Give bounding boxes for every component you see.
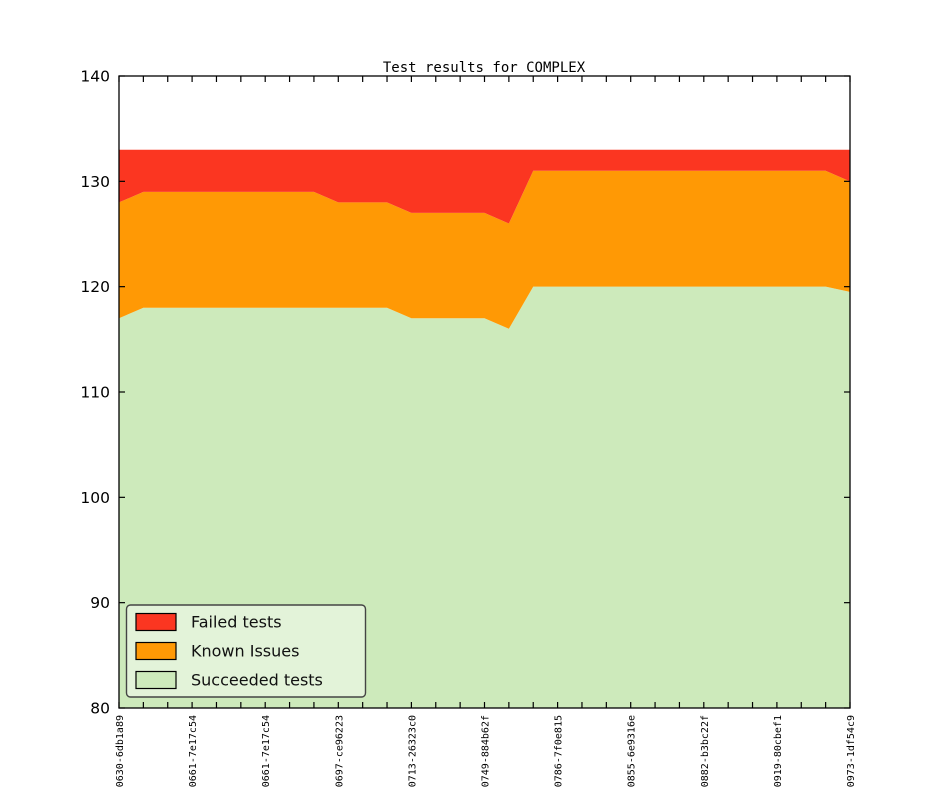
x-tick-label: -0973-1df54c9 (846, 715, 857, 787)
y-tick-label: 80 (90, 700, 110, 718)
x-tick-label: 0697-ce96223 (334, 715, 345, 787)
area-failed-tests (119, 149, 850, 224)
y-tick-label: 120 (80, 278, 110, 296)
legend: Failed tests Known Issues Succeeded tests (125, 604, 367, 698)
x-tick-label: -0882-b3bc22f (700, 715, 711, 787)
x-tick-label: 0786-7f0e815 (554, 715, 565, 787)
y-tick-label: 130 (80, 173, 110, 191)
x-tick-labels: 0630-6db1a89 0661-7e17c54 0661-7e17c54 0697… (115, 715, 857, 787)
y-tick-label: 100 (80, 489, 110, 507)
plot-border (118, 75, 851, 709)
x-tick-label: 0713-26323c0 (407, 715, 418, 787)
legend-swatch (135, 670, 177, 690)
x-tick-label: -0919-80cbef1 (773, 715, 784, 787)
legend-swatch (135, 612, 177, 632)
x-tick-label: 0661-7e17c54 (261, 715, 272, 787)
legend-entry-label: Failed tests (191, 613, 282, 632)
area-known-issues (119, 170, 850, 329)
y-tick-label: 110 (80, 384, 110, 402)
chart-title: Test results for COMPLEX (383, 60, 586, 76)
legend-swatch (135, 641, 177, 661)
legend-box (125, 604, 367, 698)
x-tick-label: 0855-6e9316e (627, 715, 638, 787)
axis-ticks (118, 75, 851, 709)
y-tick-label: 90 (90, 594, 110, 612)
legend-entry-label: Known Issues (191, 642, 299, 661)
legend-entry-label: Succeeded tests (191, 671, 323, 690)
area-succeeded-tests (119, 286, 850, 708)
x-tick-label: 0661-7e17c54 (188, 715, 199, 787)
y-tick-label: 140 (80, 68, 110, 86)
x-tick-label: 0749-884b62f (481, 715, 492, 787)
y-tick-labels: 80 90 100 110 120 130 140 (80, 68, 110, 718)
x-tick-label: 0630-6db1a89 (115, 715, 126, 787)
